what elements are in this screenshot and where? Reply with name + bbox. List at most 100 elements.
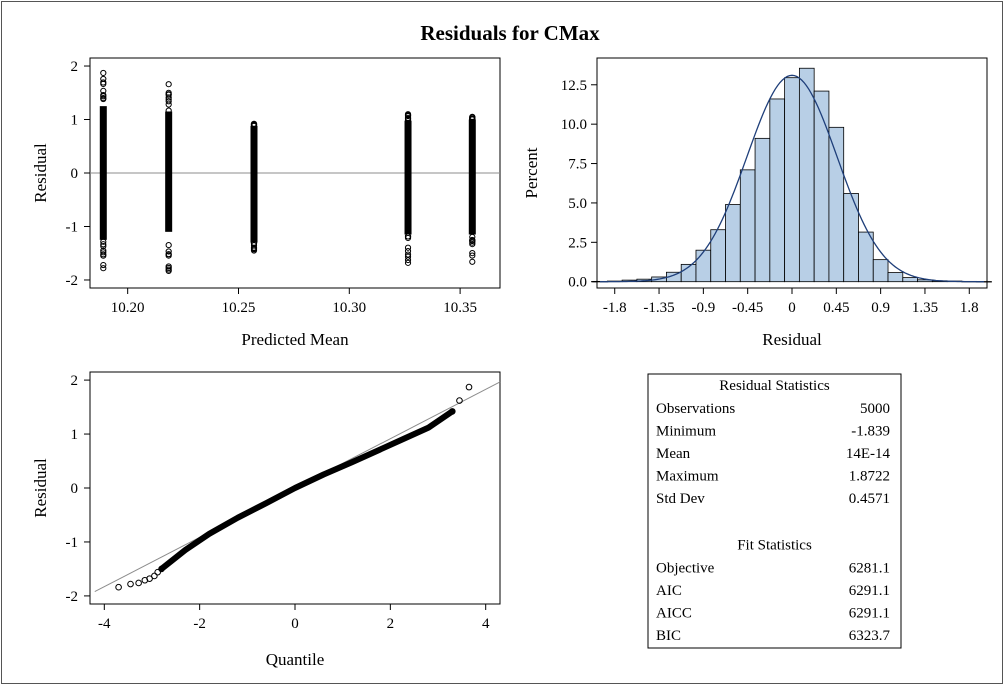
residual-point [100,91,107,99]
qq-point [146,575,153,582]
y-tick-label: 2 [71,373,79,389]
residual-point [165,248,172,255]
y-tick-label: -2 [66,589,79,605]
residual-dense-band [250,125,258,243]
residual-point [100,265,107,272]
residual-point [100,241,107,248]
residual-dense-band [404,120,412,235]
qq-plot-panel: -4 -2 0 2 4 -2 -1 0 1 2 Quantile Residual [31,371,501,669]
residual-point [469,237,476,244]
residual-column-4 [404,111,412,266]
stats-row: Mean 14E-14 [656,446,890,462]
stats-section-header: Residual Statistics [719,378,830,394]
residual-point [404,259,412,266]
stats-row-value: -1.839 [851,424,890,440]
qq-dense-points [158,408,456,572]
stats-row-label: Mean [656,446,691,462]
statistics-table: Residual Statistics Observations 5000 Minim… [647,373,902,649]
x-tick-label: 0.45 [823,300,849,316]
residual-point [165,81,172,88]
stats-row: AIC 6291.1 [656,583,890,599]
y-tick-label: -1 [66,535,79,551]
stats-row-value: 6291.1 [849,606,890,622]
residual-point [165,91,172,98]
y-tick-label: -2 [66,273,79,289]
residual-point [165,98,172,105]
histogram-bar [828,126,845,283]
y-tick-label: 10.0 [561,117,587,133]
residual-point [165,107,172,114]
stats-table-content: Residual Statistics Observations 5000 Minim… [656,378,891,644]
residual-point [100,95,107,103]
stats-row: Objective 6281.1 [656,561,890,577]
x-tick-label: -2 [193,616,206,632]
residual-column-3 [250,120,258,254]
residual-column-2 [165,81,173,274]
residual-point [469,240,476,248]
y-tick-label: 12.5 [561,78,587,94]
x-tick-label: 1.8 [960,300,979,316]
residual-point [100,243,107,250]
x-tick-label: -0.9 [691,300,715,316]
histogram-bar [739,169,756,283]
qq-point [465,383,473,391]
stats-row-label: Observations [656,401,735,417]
panel1-xlabel: Predicted Mean [241,330,349,349]
panel2-content: -1.8 -1.35 -0.9 -0.45 0 0.45 0.9 1.35 1.8 0.0 2.5 5… [561,67,992,316]
panel2-ylabel: Percent [522,147,541,198]
y-tick-label: 7.5 [568,157,587,173]
qq-point [158,565,165,573]
residual-point [250,242,258,249]
y-tick-label: 0.0 [568,275,587,291]
residual-dense-band [165,111,173,232]
y-tick-label: 0 [71,481,79,497]
residual-point [404,244,412,251]
y-tick-label: -1 [66,219,79,235]
normal-density-curve [600,74,984,283]
qq-point [154,568,161,576]
residual-point [250,122,258,129]
residual-point [165,251,172,258]
panel1-ylabel: Residual [31,143,50,203]
histogram-bar [754,137,771,283]
histogram-bar [798,67,815,283]
x-tick-label: 2 [387,616,395,632]
stats-row: Minimum -1.839 [656,424,890,440]
residual-point [165,241,172,249]
residual-point [165,266,172,273]
residual-point [250,239,258,246]
y-tick-label: 0 [71,166,79,182]
residual-point [165,96,172,103]
x-tick-label: 10.25 [222,300,256,316]
x-tick-label: 0 [788,300,796,316]
residual-point [469,233,476,241]
x-tick-label: 1.35 [912,300,938,316]
y-tick-label: 2 [71,59,79,75]
residual-point [100,238,107,245]
stats-row-value: 6281.1 [849,561,890,577]
stats-table-border [647,373,902,649]
x-tick-label: -4 [98,616,111,632]
residual-point [404,114,412,122]
histogram-bar [902,277,918,283]
stats-section-header: Fit Statistics [737,538,812,554]
stats-row-value: 6291.1 [849,583,890,599]
residual-dense-band [468,119,476,235]
y-tick-label: 5.0 [568,196,587,212]
residual-column-5 [468,113,476,265]
histogram-bar [725,204,741,283]
qq-point [449,408,456,415]
residual-point [404,251,412,258]
stats-row-value: 5000 [860,401,890,417]
panel3-ylabel: Residual [31,458,50,518]
stats-row: Maximum 1.8722 [656,469,890,485]
x-tick-label: -0.45 [732,300,763,316]
stats-row-value: 0.4571 [849,491,890,507]
stats-row: AICC 6291.1 [656,606,890,622]
qq-point [135,579,142,587]
x-tick-label: 10.30 [332,300,366,316]
residual-point [100,80,107,87]
histogram-bar [887,272,904,283]
x-tick-label: 4 [482,616,490,632]
